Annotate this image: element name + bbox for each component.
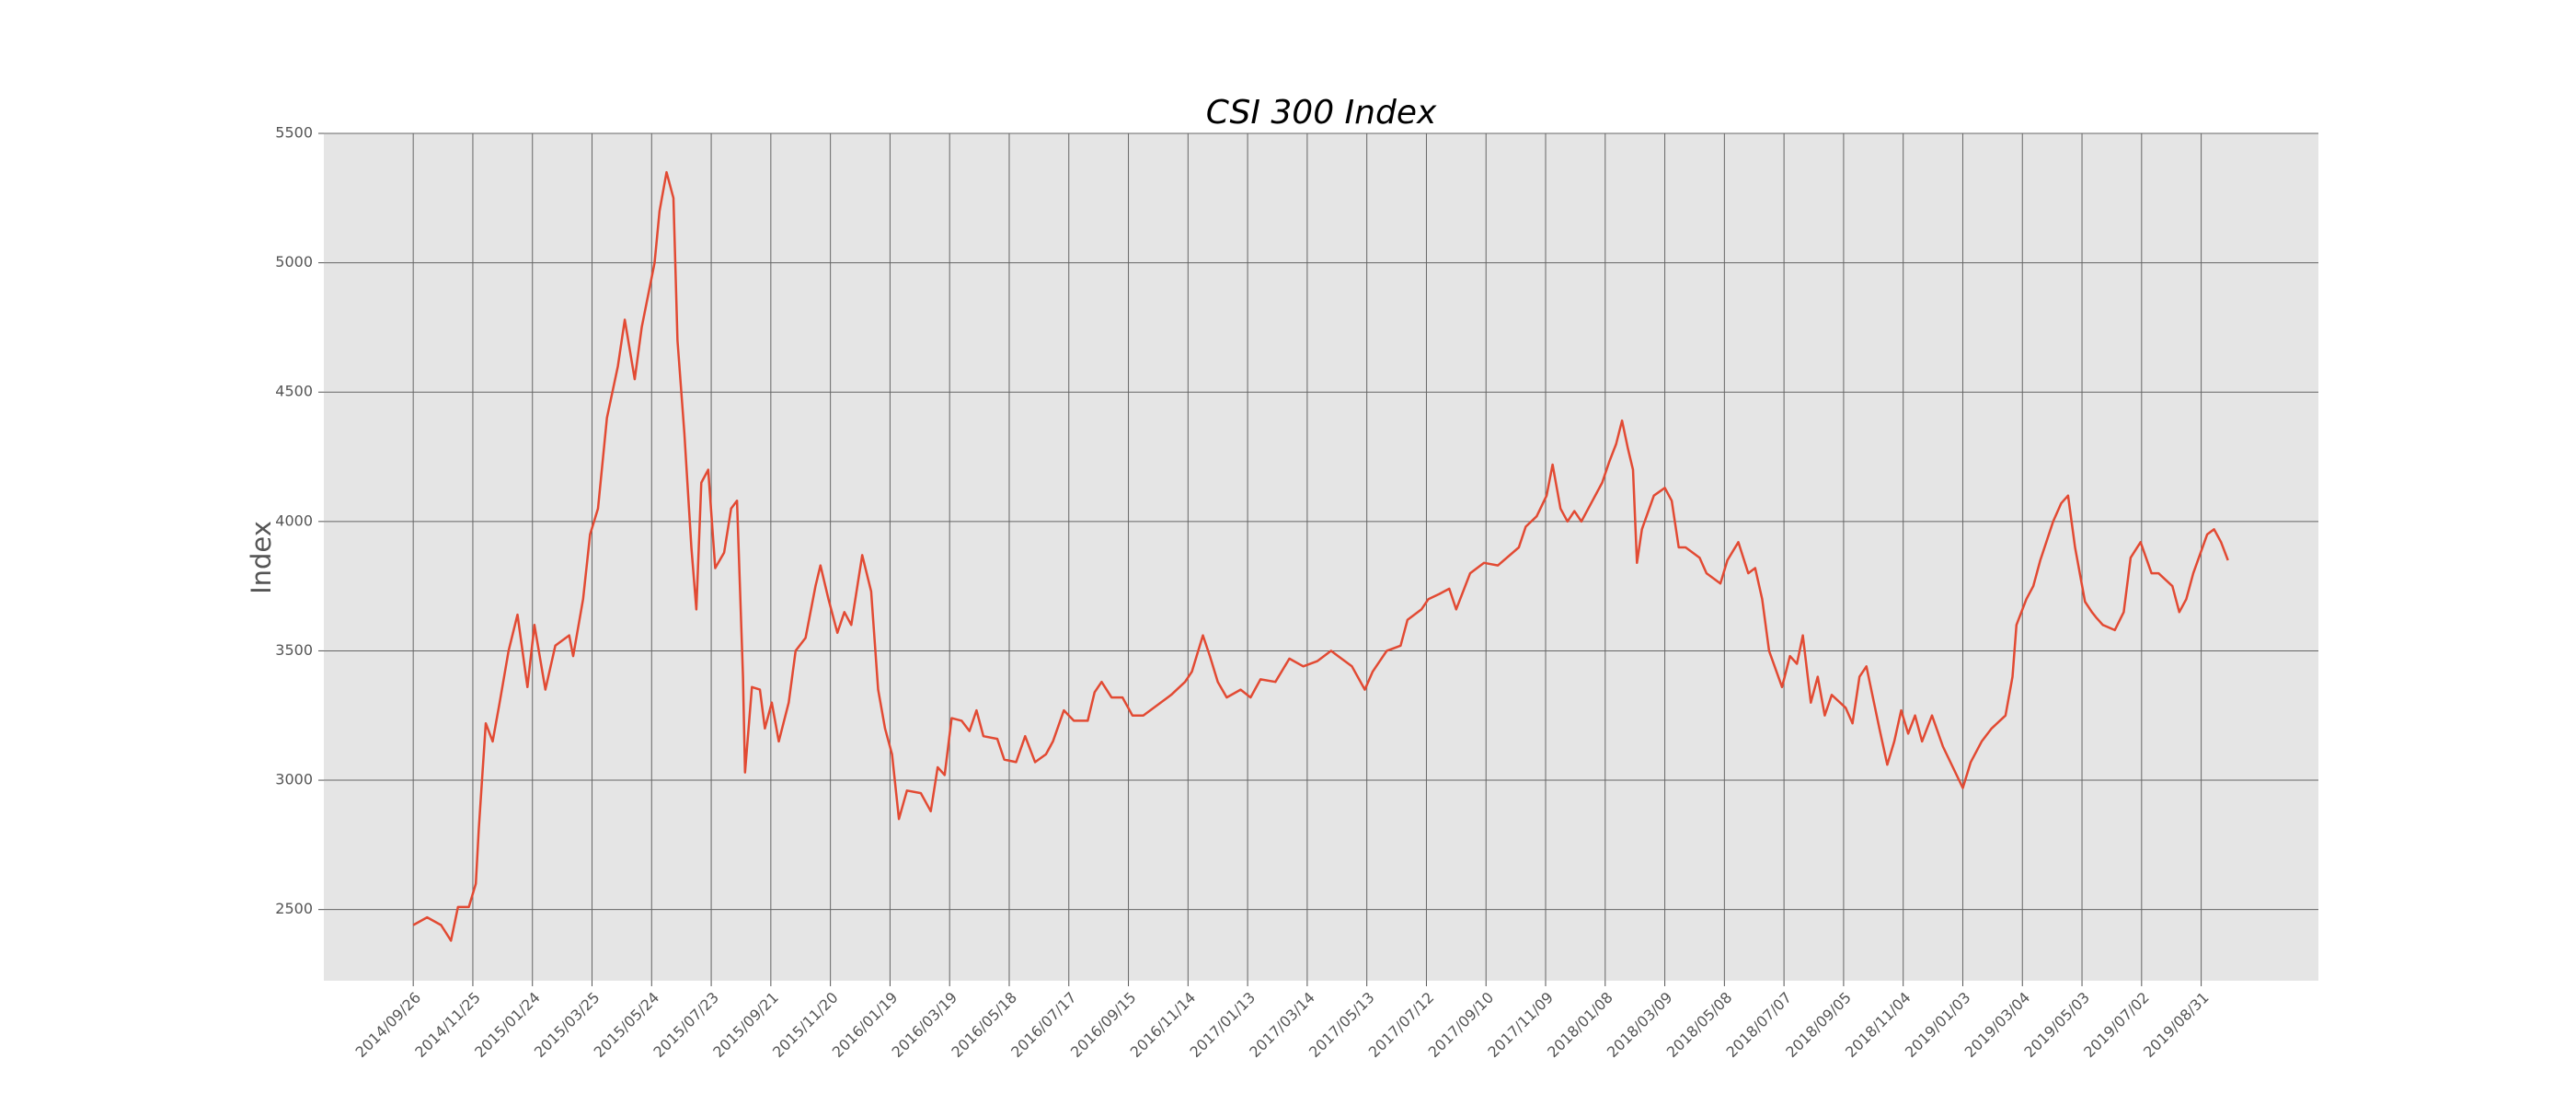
y-tick-label: 5500 [275, 124, 313, 142]
y-tick-label: 3000 [275, 771, 313, 788]
y-tick-label: 3500 [275, 641, 313, 659]
y-tick-label: 4500 [275, 383, 313, 400]
y-axis-label: Index [246, 521, 277, 594]
chart-title: CSI 300 Index [1206, 94, 1437, 132]
index-line [412, 170, 2229, 942]
y-tick-label: 2500 [275, 900, 313, 917]
y-tick-label: 4000 [275, 512, 313, 529]
y-tick-label: 5000 [275, 253, 313, 270]
plot-area [324, 133, 2318, 981]
